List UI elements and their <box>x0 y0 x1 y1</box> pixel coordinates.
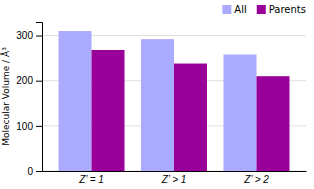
axis-line <box>36 23 43 172</box>
tick-mark <box>36 171 42 172</box>
legend-item: All <box>222 4 246 15</box>
tick-label: 100 <box>16 121 33 132</box>
tick-mark <box>36 126 42 127</box>
legend-item: Parents <box>257 4 306 15</box>
bar-series <box>59 31 257 171</box>
x-tick: Z’ = 1 <box>78 174 104 185</box>
y-tick: 0 <box>27 166 42 177</box>
chart: 0 100 200 300 Z’ = 1 Z’ > 1 Z’ > 2 Molecular Vo… <box>0 0 314 189</box>
legend-label: All <box>234 4 246 15</box>
tick-label: 0 <box>27 166 33 177</box>
tick-label: Z’ > 1 <box>161 174 187 185</box>
bar-series <box>92 50 290 171</box>
tick-label: 300 <box>16 30 33 41</box>
tick-label: 200 <box>16 75 33 86</box>
y-axis: 0 100 200 300 <box>16 23 42 177</box>
tick-mark <box>36 36 42 37</box>
y-tick: 100 <box>16 121 42 132</box>
tick-label: Z’ = 1 <box>78 174 104 185</box>
bar <box>141 39 174 171</box>
bar <box>92 50 125 171</box>
y-tick: 300 <box>16 30 42 41</box>
tick-mark <box>36 81 42 82</box>
legend: All Parents <box>222 4 306 15</box>
x-tick: Z’ > 1 <box>161 174 187 185</box>
legend-label: Parents <box>269 4 306 15</box>
legend-swatch <box>257 5 266 14</box>
bar <box>257 76 290 171</box>
bar <box>59 31 92 171</box>
plot: 0 100 200 300 Z’ = 1 Z’ > 1 Z’ > 2 Molecular Vo… <box>0 23 307 186</box>
axis-line <box>43 171 307 172</box>
x-tick: Z’ > 2 <box>243 174 269 185</box>
bar <box>224 55 257 171</box>
y-tick: 200 <box>16 75 42 86</box>
tick-label: Z’ > 2 <box>243 174 269 185</box>
bars <box>59 31 290 171</box>
bar <box>174 64 207 171</box>
legend-swatch <box>222 5 231 14</box>
x-axis: Z’ = 1 Z’ > 1 Z’ > 2 <box>43 172 307 186</box>
y-label: Molecular Volume / Å³ <box>0 47 11 146</box>
